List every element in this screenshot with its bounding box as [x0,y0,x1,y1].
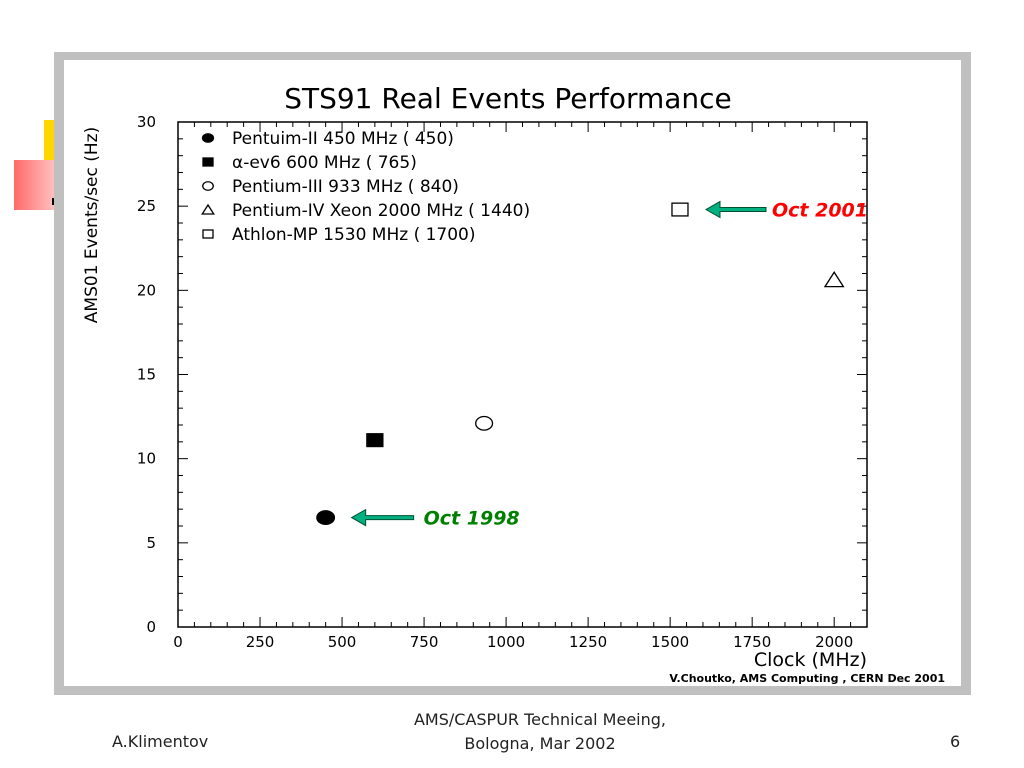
footer-event-line-2: Bologna, Mar 2002 [464,734,616,753]
footer-event-line-1: AMS/CASPUR Technical Meeing, [413,710,666,729]
data-point [475,415,494,431]
y-tick-label: 25 [137,197,156,215]
legend-marker [202,157,214,167]
x-tick-label: 750 [410,633,439,651]
legend-label: Athlon-MP 1530 MHz ( 1700) [232,225,476,245]
annotation-arrow [350,508,415,527]
plot-area-border [177,121,868,628]
y-tick-label: 15 [137,366,156,384]
chart-credit: V.Choutko, AMS Computing , CERN Dec 2001 [669,672,945,685]
legend-label: Pentium-IV Xeon 2000 MHz ( 1440) [232,201,530,221]
x-tick-label: 1750 [733,633,771,651]
footer-event: AMS/CASPUR Technical Meeing, Bologna, Ma… [350,708,730,756]
legend-label: Pentuim-II 450 MHz ( 450) [232,129,454,149]
y-tick-label: 5 [146,534,156,552]
data-point [671,202,689,217]
y-tick-label: 20 [137,281,156,299]
footer-author: A.Klimentov [112,732,209,751]
legend-marker [201,203,215,215]
x-axis-label: Clock (MHz) [754,649,867,671]
y-tick-label: 30 [137,113,156,131]
data-point [366,433,384,448]
footer-page-number: 6 [950,732,961,751]
y-tick-label: 0 [146,618,156,636]
annotation-arrow [704,200,767,219]
annotation-label: Oct 2001 [772,200,868,222]
x-tick-label: 1000 [487,633,525,651]
y-tick-label: 10 [137,450,156,468]
x-tick-label: 1500 [651,633,689,651]
legend-label: α-ev6 600 MHz ( 765) [232,153,417,173]
y-axis-label: AMS01 Events/sec (Hz) [82,127,102,323]
legend-marker [202,181,214,191]
x-tick-label: 1250 [569,633,607,651]
x-tick-label: 500 [328,633,357,651]
chart-title: STS91 Real Events Performance [284,82,732,115]
legend-marker [201,133,215,143]
data-point [316,510,336,526]
legend-marker [202,229,214,239]
annotation-label: Oct 1998 [424,508,520,530]
x-tick-label: 0 [173,633,183,651]
legend-label: Pentium-III 933 MHz ( 840) [232,177,459,197]
x-tick-label: 2000 [815,633,853,651]
data-point [823,271,845,288]
x-tick-label: 250 [246,633,275,651]
